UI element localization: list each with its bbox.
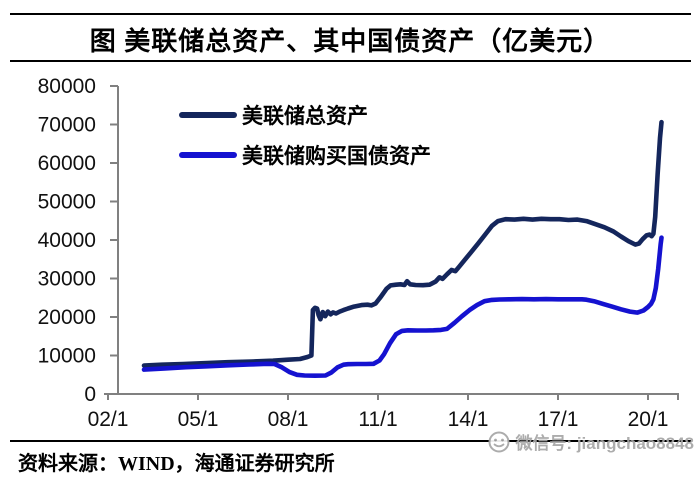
x-axis-label: 05/1 [178, 408, 219, 431]
wechat-icon [488, 431, 510, 452]
footer-divider-line [10, 440, 691, 442]
x-axis-label: 08/1 [268, 408, 309, 431]
top-border-line [10, 13, 691, 15]
fed-treasury-assets-line [141, 235, 664, 379]
y-axis-label: 70000 [38, 114, 96, 137]
legend-label: 美联储购买国债资产 [242, 144, 431, 168]
fed-total-assets-line [141, 119, 664, 368]
y-axis-label: 20000 [38, 306, 96, 329]
watermark: 微信号: jiangchao8848 [487, 429, 694, 454]
source-note: 资料来源：WIND，海通证券研究所 [18, 453, 335, 475]
x-axis-label: 02/1 [88, 408, 129, 431]
title-divider-line [10, 60, 691, 62]
y-axis-label: 0 [84, 383, 96, 406]
x-axis-label: 14/1 [448, 408, 489, 431]
chart-title: 图 美联储总资产、其中国债资产（亿美元） [89, 27, 611, 56]
y-axis-label: 10000 [38, 345, 96, 368]
y-axis-label: 50000 [38, 191, 96, 214]
x-axis-label: 20/1 [628, 408, 669, 431]
x-axis-label: 11/1 [358, 408, 397, 431]
watermark-text: 微信号: jiangchao8848 [515, 434, 694, 453]
y-axis-label: 40000 [38, 229, 96, 252]
y-axis-label: 80000 [38, 75, 96, 98]
y-axis-label: 30000 [38, 268, 96, 291]
legend-label: 美联储总资产 [242, 104, 368, 128]
y-axis-label: 60000 [38, 152, 96, 175]
x-axis-label: 17/1 [538, 408, 579, 431]
